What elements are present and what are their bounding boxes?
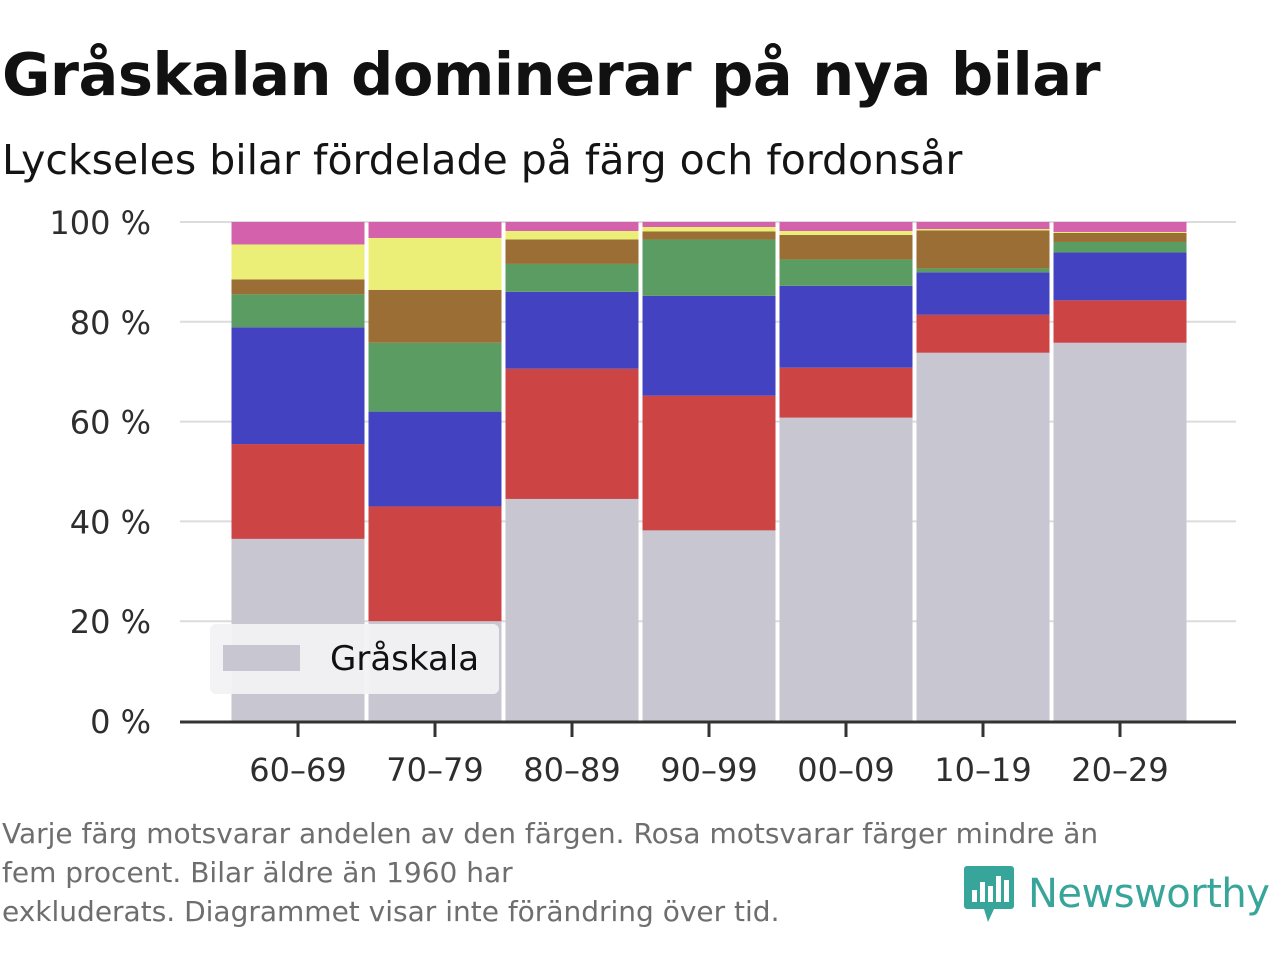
bar-segment — [642, 226, 776, 232]
bar-segment — [231, 327, 365, 445]
x-tick-label: 80–89 — [523, 751, 620, 789]
axes: 0 % 20 % 40 % 60 % 80 % 100 % 60–69 70–79 80–89 9… — [49, 204, 1236, 789]
bar-segment — [642, 231, 776, 240]
bar-segment — [368, 506, 502, 622]
bar-segment — [916, 352, 1050, 721]
stacked-bar-chart: 0 % 20 % 40 % 60 % 80 % 100 % 60–69 70–79 80–89 9… — [49, 204, 1236, 789]
bar-segment — [916, 222, 1050, 229]
footnote: Varje färg motsvarar andelen av den färg… — [2, 814, 1262, 931]
x-tick-label: 70–79 — [386, 751, 483, 789]
bar-segment — [1053, 231, 1187, 233]
footnote-line-2: fem procent. Bilar äldre än 1960 har — [2, 856, 513, 889]
chart-title: Gråskalan dominerar på nya bilar — [2, 40, 1101, 109]
legend: Gråskala — [210, 624, 499, 694]
bar-segment — [368, 289, 502, 343]
x-tick-label: 60–69 — [249, 751, 346, 789]
logo-text: Newsworthy — [1028, 871, 1270, 917]
bar-segment — [642, 295, 776, 396]
legend-label: Gråskala — [330, 639, 479, 679]
bar-segment — [779, 367, 913, 418]
bar-segment — [642, 239, 776, 296]
bar-segment — [916, 230, 1050, 269]
bar-segment — [779, 417, 913, 721]
bar-segment — [1053, 232, 1187, 242]
legend-swatch — [223, 645, 300, 671]
bar-segment — [505, 230, 639, 240]
bar-segment — [779, 222, 913, 231]
bar-segment — [1053, 342, 1187, 721]
bar-segment — [505, 263, 639, 292]
bar-segment — [1053, 300, 1187, 343]
bar-segment — [1053, 252, 1187, 301]
bar-segment — [642, 395, 776, 531]
bar-segment — [916, 268, 1050, 273]
bar-segment — [368, 411, 502, 507]
bar-segment — [505, 222, 639, 231]
bar-segment — [368, 237, 502, 290]
bar-segment — [505, 239, 639, 264]
bar-segment — [779, 230, 913, 235]
bar-segment — [368, 222, 502, 238]
bar-segment — [505, 291, 639, 369]
footnote-line-1: Varje färg motsvarar andelen av den färg… — [2, 817, 1099, 850]
bar-segment — [916, 228, 1050, 231]
x-tick-label: 10–19 — [934, 751, 1031, 789]
bar-segment — [1053, 222, 1187, 232]
y-tick-label: 60 % — [70, 404, 151, 442]
bar-segment — [1053, 241, 1187, 253]
y-tick-label: 80 % — [70, 304, 151, 342]
newsworthy-chart-bubble-icon — [964, 866, 1014, 922]
y-tick-label: 20 % — [70, 603, 151, 641]
bar-segment — [505, 498, 639, 721]
bar-segment — [642, 530, 776, 721]
bar-segment — [231, 294, 365, 328]
bar-segment — [231, 444, 365, 539]
x-tick-label: 20–29 — [1071, 751, 1168, 789]
bar-segment — [916, 272, 1050, 315]
bar-segment — [779, 234, 913, 260]
bar-segment — [231, 244, 365, 280]
legend-box — [210, 624, 499, 694]
bar-segment — [368, 342, 502, 412]
footnote-line-3: exkluderats. Diagrammet visar inte förän… — [2, 895, 780, 928]
chart-subtitle: Lyckseles bilar fördelade på färg och fo… — [2, 136, 963, 184]
newsworthy-logo: Newsworthy — [962, 862, 1280, 926]
x-tick-label: 90–99 — [660, 751, 757, 789]
bar-segment — [779, 285, 913, 368]
bar-segment — [231, 279, 365, 295]
x-tick-label: 00–09 — [797, 751, 894, 789]
y-tick-label: 100 % — [49, 204, 151, 242]
bar-segment — [642, 222, 776, 227]
bar-segment — [505, 368, 639, 499]
bar-segment — [779, 259, 913, 286]
y-tick-label: 0 % — [90, 703, 151, 741]
y-tick-label: 40 % — [70, 503, 151, 541]
bar-segment — [231, 222, 365, 245]
bar-segment — [916, 314, 1050, 353]
